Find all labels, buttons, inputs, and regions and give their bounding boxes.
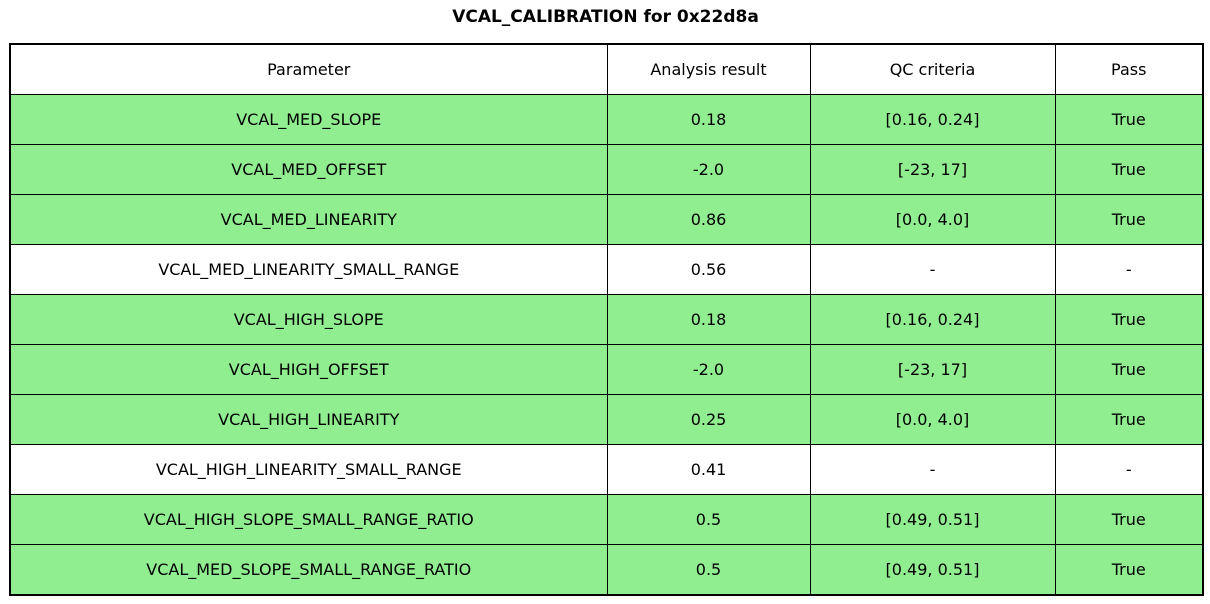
cell-parameter: VCAL_MED_SLOPE [9,94,608,145]
cell-analysis-result: 0.5 [606,494,811,545]
column-header-parameter: Parameter [9,43,608,95]
cell-pass: True [1054,194,1204,245]
cell-qc-criteria: [0.16, 0.24] [809,294,1056,345]
cell-pass: True [1054,144,1204,195]
cell-analysis-result: -2.0 [606,344,811,395]
column-header-analysis-result: Analysis result [606,43,811,95]
cell-parameter: VCAL_MED_OFFSET [9,144,608,195]
cell-analysis-result: 0.5 [606,544,811,596]
cell-pass: True [1054,294,1204,345]
cell-pass: True [1054,544,1204,596]
cell-pass: True [1054,344,1204,395]
cell-pass: - [1054,244,1204,295]
cell-pass: True [1054,494,1204,545]
cell-analysis-result: -2.0 [606,144,811,195]
cell-qc-criteria: [-23, 17] [809,344,1056,395]
cell-parameter: VCAL_HIGH_OFFSET [9,344,608,395]
cell-parameter: VCAL_HIGH_SLOPE_SMALL_RANGE_RATIO [9,494,608,545]
cell-parameter: VCAL_MED_LINEARITY [9,194,608,245]
cell-pass: True [1054,394,1204,445]
qc-criteria-table: Parameter Analysis result QC criteria Pa… [9,43,1204,596]
cell-analysis-result: 0.18 [606,294,811,345]
table-row: VCAL_HIGH_OFFSET -2.0 [-23, 17] True [9,344,1204,395]
table-row: VCAL_HIGH_SLOPE_SMALL_RANGE_RATIO 0.5 [0.4… [9,494,1204,545]
cell-qc-criteria: [0.0, 4.0] [809,194,1056,245]
table-row: VCAL_MED_SLOPE_SMALL_RANGE_RATIO 0.5 [0.49… [9,544,1204,596]
cell-parameter: VCAL_HIGH_LINEARITY_SMALL_RANGE [9,444,608,495]
column-header-pass: Pass [1054,43,1204,95]
cell-qc-criteria: [0.0, 4.0] [809,394,1056,445]
table-row: VCAL_MED_SLOPE 0.18 [0.16, 0.24] True [9,94,1204,145]
table-header-row: Parameter Analysis result QC criteria Pa… [9,43,1204,95]
cell-pass: True [1054,94,1204,145]
cell-qc-criteria: - [809,444,1056,495]
page-title: VCAL_CALIBRATION for 0x22d8a [452,7,759,27]
table-row: VCAL_HIGH_SLOPE 0.18 [0.16, 0.24] True [9,294,1204,345]
cell-qc-criteria: [0.16, 0.24] [809,94,1056,145]
cell-qc-criteria: [0.49, 0.51] [809,494,1056,545]
cell-analysis-result: 0.41 [606,444,811,495]
column-header-qc-criteria: QC criteria [809,43,1056,95]
cell-pass: - [1054,444,1204,495]
cell-parameter: VCAL_HIGH_LINEARITY [9,394,608,445]
table-row: VCAL_MED_LINEARITY_SMALL_RANGE 0.56- - [9,244,1204,295]
cell-qc-criteria: - [809,244,1056,295]
table-row: VCAL_HIGH_LINEARITY_SMALL_RANGE 0.41- - [9,444,1204,495]
cell-qc-criteria: [-23, 17] [809,144,1056,195]
cell-parameter: VCAL_HIGH_SLOPE [9,294,608,345]
cell-analysis-result: 0.25 [606,394,811,445]
table-body: VCAL_MED_SLOPE 0.18 [0.16, 0.24] True VCAL_M… [9,94,1204,596]
table-row: VCAL_MED_OFFSET -2.0 [-23, 17] True [9,144,1204,195]
cell-analysis-result: 0.18 [606,94,811,145]
table-row: VCAL_HIGH_LINEARITY 0.25 [0.0, 4.0] True [9,394,1204,445]
cell-parameter: VCAL_MED_LINEARITY_SMALL_RANGE [9,244,608,295]
cell-parameter: VCAL_MED_SLOPE_SMALL_RANGE_RATIO [9,544,608,596]
cell-analysis-result: 0.86 [606,194,811,245]
cell-qc-criteria: [0.49, 0.51] [809,544,1056,596]
table-row: VCAL_MED_LINEARITY 0.86 [0.0, 4.0] True [9,194,1204,245]
cell-analysis-result: 0.56 [606,244,811,295]
